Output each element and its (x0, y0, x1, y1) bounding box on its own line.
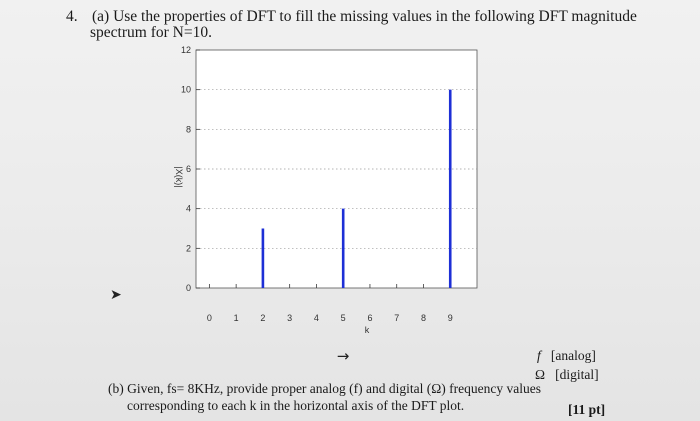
x-tick-label: 0 (207, 313, 212, 323)
y-tick-label: 10 (181, 85, 191, 95)
x-tick-label: 3 (287, 313, 292, 323)
y-tick-label: 2 (186, 243, 191, 253)
x-tick-label: 7 (394, 313, 399, 323)
x-axis-label: k (365, 325, 370, 335)
x-tick-label: 8 (421, 313, 426, 323)
legend-analog-label: [analog] (550, 348, 596, 363)
x-tick-label: 5 (341, 313, 346, 323)
question-number: 4. (66, 8, 78, 25)
legend-digital-label: [digital] (555, 367, 599, 382)
question-part-b-line1: (b) Given, fs= 8KHz, provide proper anal… (108, 381, 541, 396)
y-tick-label: 0 (186, 283, 191, 293)
x-tick-label: 1 (234, 313, 239, 323)
points-label: [11 pt] (568, 402, 606, 417)
y-tick-label: 8 (186, 124, 191, 134)
arrow-right-icon: → (337, 347, 350, 365)
y-tick-label: 4 (186, 204, 191, 214)
y-tick-label: 12 (181, 45, 191, 55)
x-tick-label: 4 (314, 313, 319, 323)
question-part-b-line2: corresponding to each k in the horizonta… (127, 398, 465, 413)
mouse-cursor-icon: ➤ (110, 287, 122, 303)
legend-digital: Ω [digital] (535, 367, 599, 383)
question-part-a-line1: (a) Use the properties of DFT to fill th… (92, 8, 637, 25)
legend-digital-symbol: Ω (535, 367, 546, 382)
question-part-a-line2: spectrum for N=10. (90, 24, 212, 41)
y-axis-label: |X(k)| (174, 166, 184, 187)
x-tick-label: 9 (448, 313, 453, 323)
legend-analog-symbol: f (537, 348, 541, 363)
y-tick-label: 6 (186, 164, 191, 174)
x-tick-label: 2 (260, 313, 265, 323)
legend-analog: f [analog] (537, 348, 596, 364)
x-tick-label: 6 (367, 313, 372, 323)
